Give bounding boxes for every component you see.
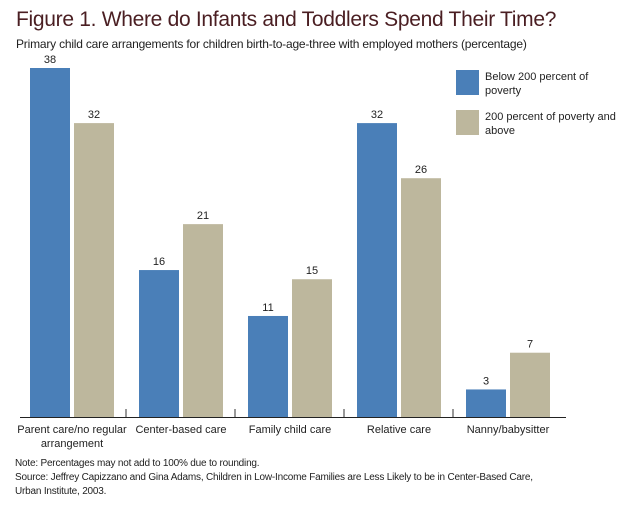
legend-label: poverty xyxy=(485,85,522,97)
data-label: 16 xyxy=(153,256,165,268)
legend-label: 200 percent of poverty and xyxy=(485,111,616,123)
data-label: 26 xyxy=(415,164,427,176)
legend-label: Below 200 percent of xyxy=(485,71,589,83)
legend-swatch xyxy=(456,110,479,135)
chart-title: Figure 1. Where do Infants and Toddlers … xyxy=(16,8,557,31)
bar-200-above-0 xyxy=(74,123,114,418)
note-text: Note: Percentages may not add to 100% du… xyxy=(15,458,260,469)
data-label: 32 xyxy=(371,109,383,121)
x-tick-label: Nanny/babysitter xyxy=(467,424,550,436)
bar-below-200-2 xyxy=(248,315,288,417)
data-label: 32 xyxy=(88,109,100,121)
x-tick-label: Center-based care xyxy=(135,424,226,436)
data-label: 15 xyxy=(306,265,318,277)
bar-below-200-3 xyxy=(357,123,397,418)
data-label: 21 xyxy=(197,210,209,222)
bar-200-above-4 xyxy=(510,352,550,417)
bar-200-above-1 xyxy=(183,224,223,417)
bar-below-200-4 xyxy=(466,389,506,417)
legend-label: above xyxy=(485,125,515,137)
bar-below-200-0 xyxy=(30,68,70,417)
x-tick-label: arrangement xyxy=(41,438,103,450)
bar-200-above-2 xyxy=(292,279,332,417)
bar-200-above-3 xyxy=(401,178,441,417)
data-label: 3 xyxy=(483,375,489,387)
legend-swatch xyxy=(456,70,479,95)
bar-below-200-1 xyxy=(139,270,179,417)
source-text-line2: Urban Institute, 2003. xyxy=(15,486,107,497)
chart-subtitle: Primary child care arrangements for chil… xyxy=(16,37,527,51)
source-text-line1: Source: Jeffrey Capizzano and Gina Adams… xyxy=(15,472,533,483)
x-tick-label: Relative care xyxy=(367,424,431,436)
x-tick-label: Parent care/no regular xyxy=(17,424,127,436)
data-label: 11 xyxy=(262,302,273,314)
data-label: 7 xyxy=(527,339,533,351)
x-tick-label: Family child care xyxy=(249,424,332,436)
data-label: 38 xyxy=(44,54,56,66)
